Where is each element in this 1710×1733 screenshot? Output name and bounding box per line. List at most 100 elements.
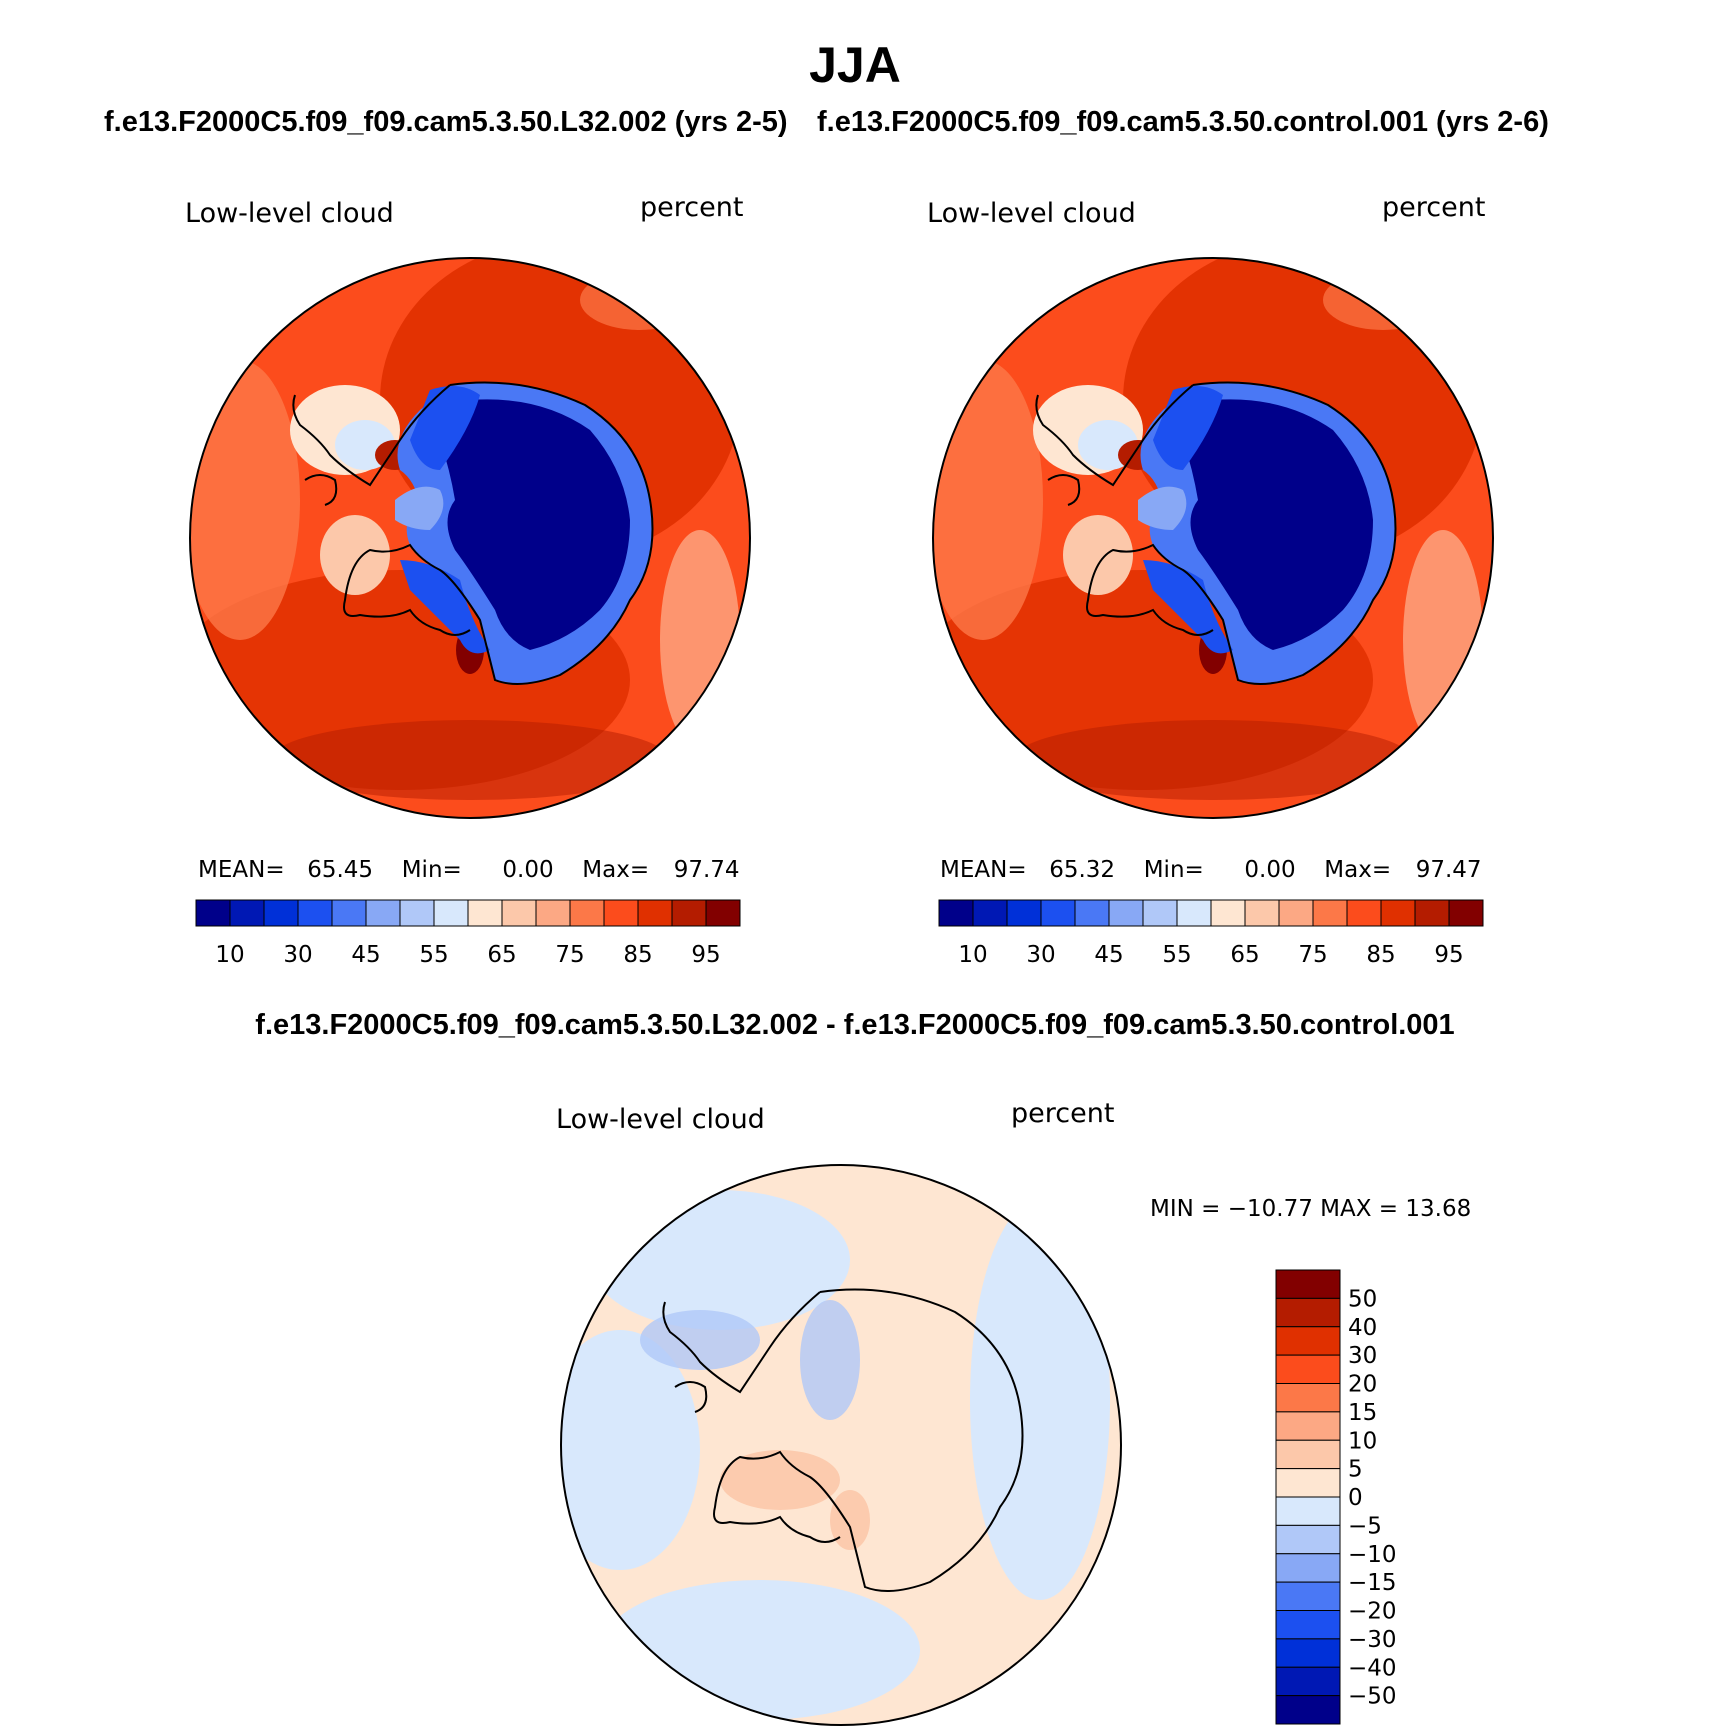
- panel1-max-label: Max=: [582, 857, 650, 883]
- panel2-min-label: Min=: [1143, 857, 1204, 883]
- panel1-colorbar-tick-label: 85: [623, 942, 652, 968]
- panel1-min: 0.00: [502, 857, 554, 883]
- panel1-max: 97.74: [673, 857, 740, 883]
- panel2-max-label: Max=: [1324, 857, 1392, 883]
- panel2-colorbar-tick-label: 65: [1230, 942, 1259, 968]
- panel2-min: 0.00: [1244, 857, 1296, 883]
- diff-variable-label: Low-level cloud: [556, 1104, 765, 1135]
- panel2-colorbar-tick-label: 30: [1026, 942, 1055, 968]
- diff-units-label: percent: [1011, 1098, 1115, 1129]
- panel1-colorbar-swatch: [433, 899, 469, 927]
- panel2-colorbar-swatch: [972, 899, 1008, 927]
- panel1-colorbar-tick-label: 30: [283, 942, 312, 968]
- diff-colorbar-swatch: [1275, 1383, 1341, 1413]
- panel2-colorbar-tick-label: 95: [1434, 942, 1463, 968]
- panel1-colorbar-swatch: [297, 899, 333, 927]
- panel2-colorbar-tick-label: 75: [1298, 942, 1327, 968]
- panel1-map: [189, 257, 751, 819]
- panel2-colorbar-swatch: [1074, 899, 1110, 927]
- diff-colorbar-swatch: [1275, 1610, 1341, 1640]
- diff-colorbar-tick-label: 20: [1348, 1372, 1377, 1398]
- panel2-subtitle: f.e13.F2000C5.f09_f09.cam5.3.50.control.…: [817, 106, 1549, 138]
- diff-colorbar-swatch: [1275, 1524, 1341, 1555]
- panel2-units-label: percent: [1382, 192, 1486, 223]
- diff-colorbar-tick-label: 0: [1348, 1485, 1363, 1511]
- panel1-colorbar-swatch: [229, 899, 265, 927]
- panel1-colorbar-swatch: [331, 899, 367, 927]
- diff-colorbar-tick-label: 50: [1348, 1286, 1377, 1312]
- diff-colorbar-tick-label: −30: [1348, 1627, 1397, 1653]
- panel1-colorbar-swatch: [671, 899, 707, 927]
- panel1-colorbar-swatch: [365, 899, 401, 927]
- panel1-colorbar-tick-label: 45: [351, 942, 380, 968]
- panel2-colorbar-swatch: [1006, 899, 1042, 927]
- panel2-map: [932, 257, 1494, 819]
- panel1-colorbar-tick-label: 75: [555, 942, 584, 968]
- panel2-colorbar-swatch: [1244, 899, 1280, 927]
- panel2-colorbar-swatch: [1312, 899, 1348, 927]
- panel1-colorbar-swatch: [501, 899, 537, 927]
- diff-colorbar-tick-label: 15: [1348, 1400, 1377, 1426]
- panel1-colorbar-tick-label: 95: [691, 942, 720, 968]
- panel1-mean-label: MEAN=: [198, 857, 285, 883]
- diff-colorbar-swatch: [1275, 1297, 1341, 1328]
- panel1-stats: MEAN= 65.45 Min= 0.00 Max= 97.74: [198, 857, 740, 883]
- panel1-colorbar-swatch: [569, 899, 605, 927]
- diff-colorbar-swatch: [1275, 1439, 1341, 1470]
- diff-colorbar-swatch: [1275, 1666, 1341, 1697]
- panel2-colorbar-swatch: [1108, 899, 1144, 927]
- diff-colorbar-swatch: [1275, 1638, 1341, 1668]
- diff-colorbar-swatch: [1275, 1326, 1341, 1356]
- panel1-units-label: percent: [640, 192, 744, 223]
- panel1-colorbar-swatch: [603, 899, 639, 927]
- panel2-colorbar-tick-label: 45: [1094, 942, 1123, 968]
- panel2-colorbar-tick-label: 10: [958, 942, 987, 968]
- panel1-colorbar-tick-label: 55: [419, 942, 448, 968]
- diff-colorbar-swatch: [1275, 1581, 1341, 1611]
- panel2-max: 97.47: [1415, 857, 1482, 883]
- panel2-colorbar-swatch: [1414, 899, 1450, 927]
- diff-colorbar-swatch: [1275, 1269, 1341, 1299]
- panel1-colorbar: 10 30 45 55 65 75 85 95: [195, 899, 741, 968]
- diff-colorbar-tick-label: 40: [1348, 1315, 1377, 1341]
- panel2-colorbar-swatch: [1380, 899, 1416, 927]
- panel1-mean: 65.45: [307, 857, 374, 883]
- panel1-subtitle: f.e13.F2000C5.f09_f09.cam5.3.50.L32.002 …: [104, 106, 788, 138]
- panel1-colorbar-swatch: [263, 899, 299, 927]
- panel1-colorbar-tick-label: 10: [215, 942, 244, 968]
- panel1-colorbar-swatch: [637, 899, 673, 927]
- panel2-colorbar-swatch: [1176, 899, 1212, 927]
- panel1-colorbar-swatch: [705, 899, 741, 927]
- diff-colorbar-tick-label: −50: [1348, 1684, 1397, 1710]
- diff-colorbar-tick-label: −10: [1348, 1542, 1397, 1568]
- diff-colorbar-tick-label: 10: [1348, 1428, 1377, 1454]
- diff-colorbar-tick-label: −40: [1348, 1655, 1397, 1681]
- figure-title: JJA: [809, 37, 901, 93]
- panel1-colorbar-swatch: [535, 899, 571, 927]
- diff-colorbar-tick-label: −5: [1348, 1513, 1382, 1539]
- panel2-mean-label: MEAN=: [940, 857, 1027, 883]
- panel1-min-label: Min=: [401, 857, 462, 883]
- diff-colorbar-swatch: [1275, 1468, 1341, 1498]
- panel2-stats: MEAN= 65.32 Min= 0.00 Max= 97.47: [940, 857, 1482, 883]
- diff-map: [560, 1164, 1122, 1726]
- panel1-variable-label: Low-level cloud: [185, 198, 394, 229]
- diff-colorbar-swatch: [1275, 1496, 1341, 1526]
- diff-stats: MIN = −10.77 MAX = 13.68: [1150, 1196, 1472, 1222]
- panel2-colorbar-swatch: [1142, 899, 1178, 927]
- panel2-colorbar-swatch: [938, 899, 974, 927]
- panel1-colorbar-swatch: [467, 899, 503, 927]
- diff-colorbar-tick-label: 30: [1348, 1343, 1377, 1369]
- panel1-colorbar-swatch: [399, 899, 435, 927]
- panel2-colorbar-swatch: [1346, 899, 1382, 927]
- panel2-mean: 65.32: [1049, 857, 1116, 883]
- panel2-colorbar-tick-label: 85: [1366, 942, 1395, 968]
- diff-colorbar-tick-label: 5: [1348, 1457, 1363, 1483]
- panel1-colorbar-tick-label: 65: [487, 942, 516, 968]
- diff-colorbar-swatch: [1275, 1553, 1341, 1583]
- diff-colorbar-swatch: [1275, 1354, 1341, 1384]
- panel2-colorbar-swatch: [1040, 899, 1076, 927]
- panel2-colorbar-swatch: [1210, 899, 1246, 927]
